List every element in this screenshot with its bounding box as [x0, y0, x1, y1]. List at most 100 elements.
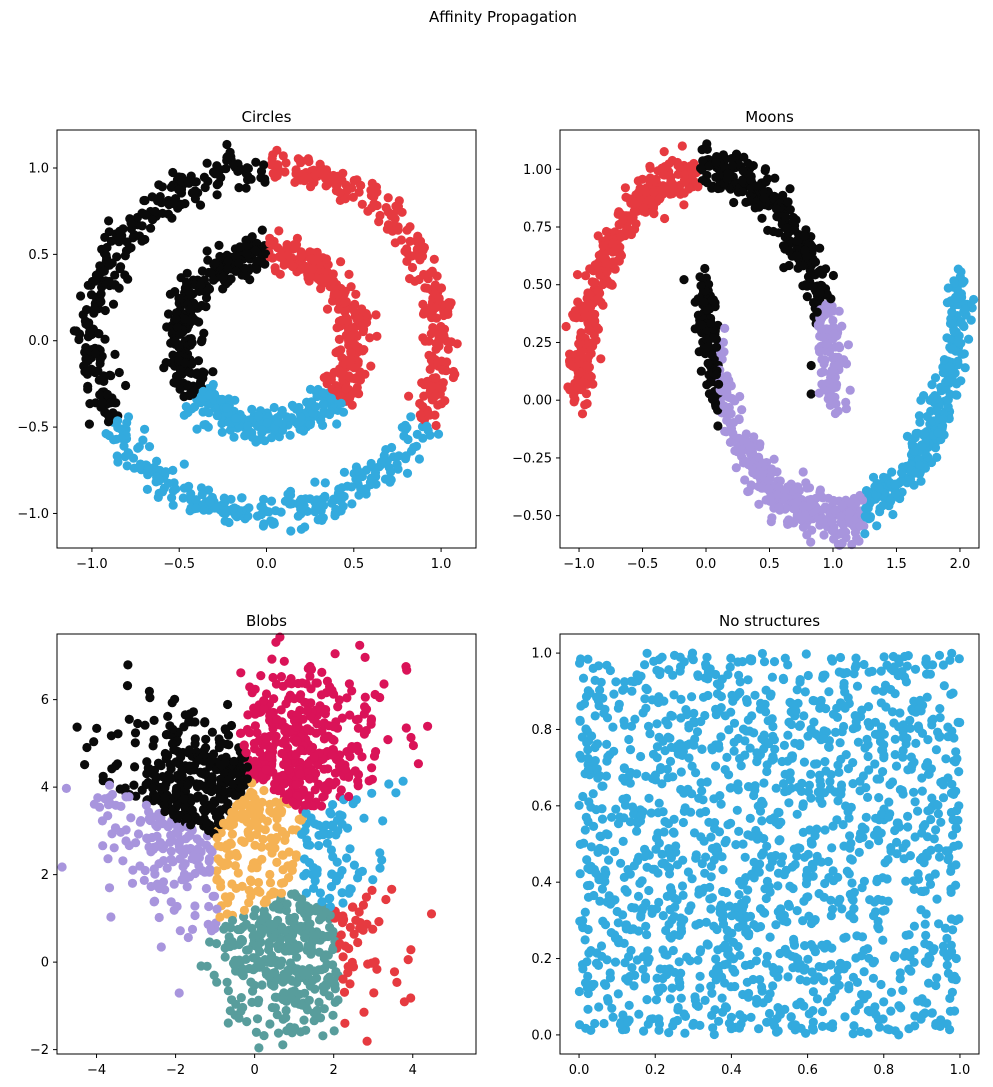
- data-point: [326, 393, 336, 403]
- data-point: [738, 166, 748, 176]
- data-point: [255, 747, 265, 758]
- data-point: [584, 325, 594, 335]
- y-tick-label: 0.50: [523, 278, 552, 293]
- data-point: [731, 463, 741, 473]
- data-point: [223, 264, 233, 274]
- data-point: [835, 359, 845, 369]
- data-point: [770, 173, 780, 183]
- data-point: [342, 185, 352, 195]
- data-point: [729, 197, 739, 208]
- data-point: [216, 396, 226, 406]
- data-point: [112, 451, 122, 461]
- data-point: [722, 415, 732, 425]
- data-point: [757, 213, 767, 223]
- data-point: [292, 736, 302, 746]
- data-point: [242, 163, 252, 173]
- data-point: [947, 374, 957, 384]
- y-tick-label: −0.50: [512, 509, 552, 524]
- data-point: [142, 757, 152, 767]
- data-point: [185, 872, 195, 882]
- data-point: [719, 401, 729, 411]
- data-point: [278, 151, 288, 161]
- data-point: [284, 935, 294, 945]
- data-point: [339, 914, 349, 925]
- data-point: [246, 977, 256, 987]
- data-point: [336, 315, 346, 325]
- data-point: [223, 841, 233, 851]
- data-point: [943, 395, 953, 405]
- data-point: [400, 246, 410, 256]
- data-point: [159, 856, 169, 866]
- y-tick-label: 2: [41, 868, 49, 883]
- data-point: [337, 811, 347, 821]
- data-point: [212, 904, 222, 914]
- data-point: [639, 203, 649, 213]
- data-point: [799, 231, 810, 241]
- data-point: [737, 405, 747, 415]
- data-point: [288, 859, 298, 870]
- data-point: [150, 771, 160, 781]
- data-point: [319, 734, 329, 744]
- data-point: [191, 495, 201, 505]
- data-point: [359, 345, 369, 355]
- data-point: [280, 722, 290, 732]
- data-point: [697, 145, 707, 155]
- data-point: [701, 917, 711, 927]
- data-point: [845, 385, 855, 395]
- data-point: [327, 929, 337, 939]
- data-point: [277, 425, 288, 435]
- data-point: [845, 508, 855, 518]
- data-point: [223, 256, 233, 266]
- data-point: [210, 169, 220, 179]
- data-point: [234, 258, 244, 268]
- data-point: [586, 372, 596, 382]
- data-point: [860, 529, 870, 539]
- data-point: [122, 237, 132, 247]
- data-point: [189, 279, 199, 290]
- data-point: [291, 779, 301, 790]
- data-point: [133, 443, 143, 453]
- data-point: [701, 334, 712, 344]
- data-point: [106, 731, 116, 741]
- data-point: [367, 178, 377, 188]
- data-point: [176, 752, 186, 762]
- data-point: [288, 261, 298, 272]
- data-point: [253, 958, 263, 969]
- data-point: [269, 981, 279, 991]
- data-point: [209, 891, 220, 901]
- data-point: [282, 899, 292, 909]
- data-point: [154, 474, 164, 484]
- data-point: [757, 470, 767, 480]
- data-point: [237, 493, 247, 503]
- data-point: [148, 741, 158, 751]
- data-point: [815, 288, 825, 298]
- data-point: [91, 270, 101, 280]
- data-point: [122, 681, 133, 691]
- data-point: [599, 253, 609, 263]
- data-point: [180, 314, 190, 324]
- data-point: [831, 399, 841, 409]
- data-point: [800, 245, 810, 255]
- data-point: [802, 483, 812, 493]
- data-point: [339, 491, 349, 502]
- data-point: [72, 722, 82, 732]
- data-point: [891, 489, 901, 499]
- data-point: [843, 340, 854, 350]
- data-point: [808, 281, 818, 291]
- data-point: [182, 844, 192, 854]
- data-point: [604, 855, 614, 865]
- data-point: [577, 385, 587, 395]
- data-point: [86, 290, 97, 300]
- data-point: [205, 844, 215, 854]
- data-point: [784, 260, 794, 271]
- data-point: [138, 435, 148, 445]
- data-point: [785, 184, 795, 194]
- data-point: [361, 465, 371, 475]
- data-point: [95, 358, 105, 369]
- data-point: [837, 321, 847, 331]
- data-point: [279, 656, 289, 666]
- data-point: [711, 334, 722, 344]
- data-point: [902, 431, 913, 441]
- data-point: [960, 363, 970, 373]
- data-point: [916, 395, 926, 405]
